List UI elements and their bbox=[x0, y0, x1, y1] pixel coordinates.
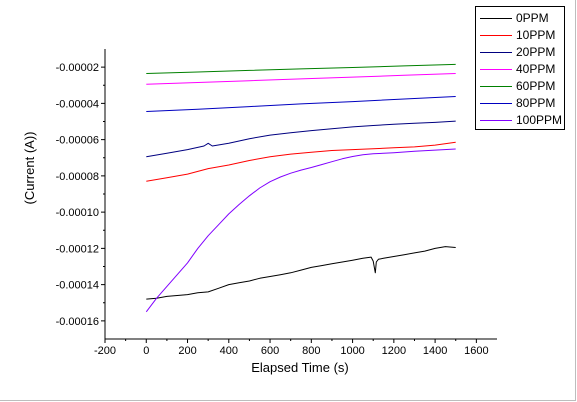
x-tick-label: 800 bbox=[302, 345, 320, 357]
x-axis-title: Elapsed Time (s) bbox=[251, 360, 349, 375]
y-tick-label: -0.00004 bbox=[56, 98, 99, 110]
legend-swatch bbox=[480, 120, 512, 121]
legend-item-20ppm: 20PPM bbox=[480, 44, 564, 61]
x-tick-label: 600 bbox=[261, 345, 279, 357]
series-line-80ppm bbox=[146, 96, 456, 112]
y-tick-label: -0.00012 bbox=[56, 243, 99, 255]
legend-label: 60PPM bbox=[516, 79, 556, 93]
x-tick-label: 1200 bbox=[382, 345, 406, 357]
legend-label: 40PPM bbox=[516, 62, 556, 76]
legend-label: 100PPM bbox=[516, 113, 563, 127]
x-tick-label: 1400 bbox=[423, 345, 447, 357]
series-line-100ppm bbox=[145, 148, 456, 313]
legend-item-100ppm: 100PPM bbox=[480, 112, 564, 129]
y-tick-label: -0.00016 bbox=[56, 316, 99, 328]
x-tick-label: 1600 bbox=[464, 345, 488, 357]
y-tick-label: -0.00014 bbox=[56, 280, 99, 292]
legend-label: 0PPM bbox=[516, 11, 549, 25]
legend-swatch bbox=[480, 69, 512, 70]
legend-item-0ppm: 0PPM bbox=[480, 10, 564, 27]
series-layer bbox=[145, 63, 456, 313]
y-tick-label: -0.00006 bbox=[56, 135, 99, 147]
axes-layer: -200 0 200 400 600 800 1000 1200 1400 1600 -0.0000… bbox=[56, 49, 497, 357]
legend-item-40ppm: 40PPM bbox=[480, 61, 564, 78]
series-line-0ppm bbox=[146, 246, 456, 300]
x-tick-label: 400 bbox=[220, 345, 238, 357]
x-tick-label: 1000 bbox=[340, 345, 364, 357]
legend-item-80ppm: 80PPM bbox=[480, 95, 564, 112]
y-tick-label: -0.00002 bbox=[56, 62, 99, 74]
series-line-40ppm bbox=[146, 73, 456, 85]
y-axis-title: (Current (A)) bbox=[22, 132, 37, 205]
legend-swatch bbox=[480, 18, 512, 19]
legend-swatch bbox=[480, 35, 512, 36]
legend-label: 20PPM bbox=[516, 45, 556, 59]
series-line-20ppm bbox=[146, 120, 456, 158]
series-line-60ppm bbox=[146, 63, 456, 74]
legend-label: 80PPM bbox=[516, 96, 556, 110]
legend-swatch bbox=[480, 86, 512, 87]
x-tick-label: 0 bbox=[143, 345, 149, 357]
legend-swatch bbox=[480, 52, 512, 53]
x-tick-label: 200 bbox=[178, 345, 196, 357]
x-tick-label: -200 bbox=[94, 345, 116, 357]
legend-item-10ppm: 10PPM bbox=[480, 27, 564, 44]
legend-item-60ppm: 60PPM bbox=[480, 78, 564, 95]
y-tick-label: -0.00008 bbox=[56, 171, 99, 183]
series-line-10ppm bbox=[146, 141, 456, 182]
y-tick-label: -0.00010 bbox=[56, 207, 99, 219]
legend-label: 10PPM bbox=[516, 28, 556, 42]
legend-swatch bbox=[480, 103, 512, 104]
chart-legend: 0PPM 10PPM 20PPM 40PPM 60PPM 80PPM 100PPM bbox=[475, 6, 565, 130]
